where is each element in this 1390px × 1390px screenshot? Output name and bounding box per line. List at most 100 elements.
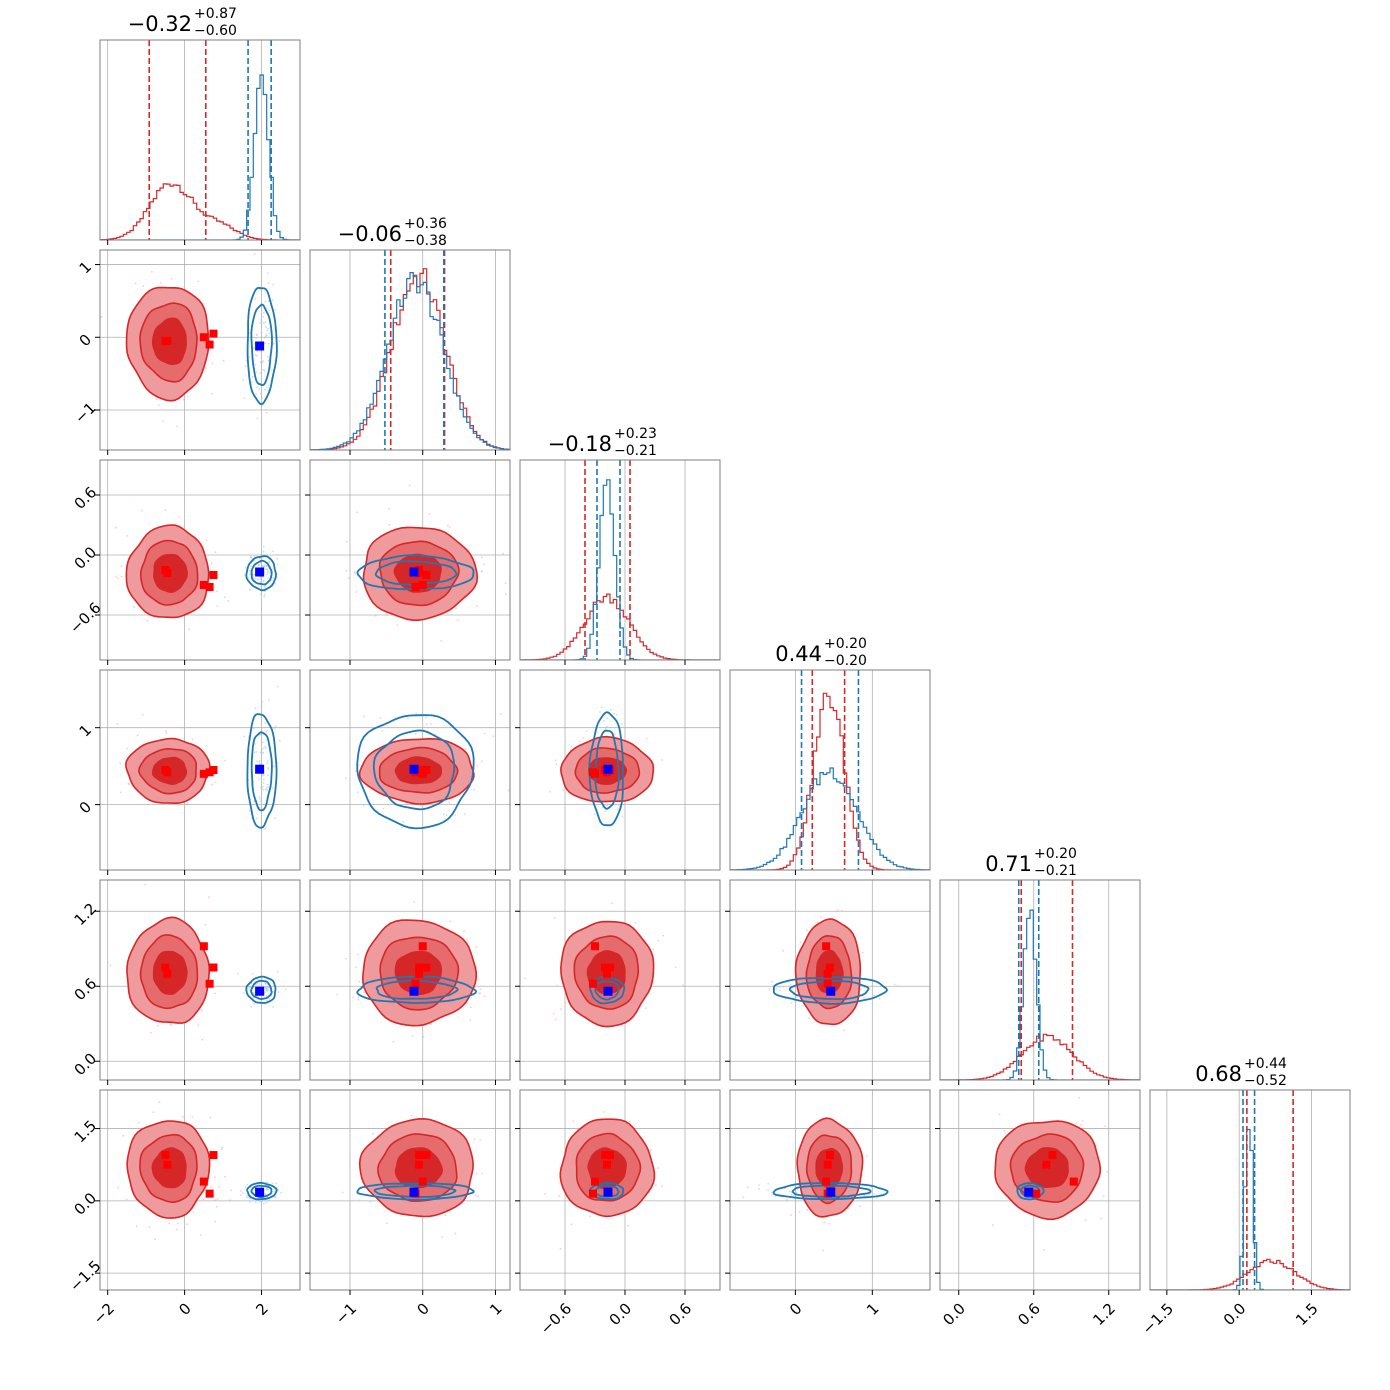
red-sample-point — [1080, 1124, 1082, 1126]
blue-histogram — [1150, 1128, 1350, 1290]
blue-sample-point — [268, 1199, 270, 1202]
red-sample-point — [224, 759, 227, 762]
blue-sample-point — [795, 1191, 798, 1194]
red-sample-point — [220, 1148, 223, 1151]
red-sample-point — [186, 1223, 188, 1226]
red-sample-point — [186, 395, 189, 398]
red-sample-point — [789, 1214, 792, 1216]
red-sample-point — [181, 726, 183, 729]
x-tick-label: 0.0 — [606, 1300, 636, 1330]
red-sample-point — [186, 802, 189, 805]
red-sample-point — [463, 930, 465, 933]
red-sample-point — [392, 1040, 395, 1043]
blue-marker — [255, 341, 265, 351]
blue-marker — [409, 567, 419, 577]
contour-panel-4-2 — [515, 879, 721, 1085]
red-sample-point — [411, 1035, 414, 1037]
blue-sample-point — [266, 987, 269, 990]
blue-sample-point — [266, 272, 269, 275]
blue-contour — [788, 979, 870, 1000]
blue-contour — [356, 714, 475, 830]
red-sample-point — [440, 640, 443, 642]
blue-sample-point — [345, 569, 348, 572]
blue-sample-point — [262, 369, 265, 371]
blue-sample-point — [606, 804, 609, 807]
contour-panel-3-0: 01 — [76, 669, 301, 875]
red-marker — [601, 963, 609, 972]
red-sample-point — [430, 723, 432, 725]
red-sample-point — [215, 1205, 218, 1208]
blue-sample-point — [264, 987, 267, 990]
blue-sample-point — [241, 1192, 244, 1195]
red-sample-point — [146, 619, 149, 622]
red-sample-point — [828, 1222, 831, 1225]
blue-sample-point — [604, 727, 607, 730]
blue-sample-point — [407, 717, 409, 720]
red-sample-point — [475, 1172, 478, 1175]
red-sample-point — [819, 916, 822, 918]
blue-sample-point — [893, 983, 896, 986]
red-sample-point — [661, 1185, 663, 1187]
blue-sample-point — [358, 1199, 361, 1202]
blue-sample-point — [260, 593, 262, 596]
red-sample-point — [211, 392, 213, 395]
blue-sample-point — [263, 1202, 265, 1204]
red-sample-point — [204, 923, 207, 926]
contour-panel-5-0: −2 0 2 −1.5 0.0 1.5 — [66, 1089, 301, 1328]
red-sample-point — [151, 271, 153, 273]
blue-sample-point — [263, 774, 265, 777]
blue-sample-point — [775, 987, 778, 990]
blue-sample-point — [268, 699, 270, 702]
title-plus: +0.20 — [1034, 846, 1077, 862]
y-tick-label: −0.6 — [66, 599, 104, 637]
blue-sample-point — [250, 565, 252, 568]
blue-sample-point — [616, 808, 619, 810]
red-sample-point — [211, 783, 214, 786]
red-marker — [205, 1189, 214, 1198]
red-sample-point — [662, 934, 665, 937]
blue-sample-point — [254, 353, 257, 356]
blue-sample-point — [276, 563, 279, 566]
red-sample-point — [100, 316, 103, 318]
red-sample-point — [786, 1198, 788, 1201]
panel-frame — [309, 669, 511, 871]
red-sample-point — [139, 1127, 142, 1130]
red-sample-point — [449, 920, 452, 923]
panel-frame — [99, 669, 301, 871]
blue-contour — [250, 1184, 273, 1198]
red-sample-point — [201, 1038, 204, 1041]
red-marker — [199, 333, 208, 342]
red-marker — [163, 569, 172, 577]
red-marker — [418, 581, 427, 589]
red-sample-point — [413, 901, 416, 903]
red-marker — [161, 963, 170, 972]
blue-sample-point — [355, 591, 358, 593]
blue-sample-point — [379, 717, 382, 719]
red-sample-point — [652, 948, 655, 951]
blue-sample-point — [771, 1194, 773, 1196]
blue-sample-point — [274, 817, 276, 820]
red-marker — [1042, 1160, 1051, 1169]
blue-sample-point — [246, 1195, 249, 1197]
blue-sample-point — [255, 393, 257, 395]
blue-sample-point — [341, 1191, 344, 1194]
red-sample-point — [816, 921, 819, 924]
panel-frame — [309, 879, 511, 1081]
red-sample-point — [504, 593, 507, 596]
x-tick-label: −0.6 — [537, 1300, 575, 1338]
blue-sample-point — [262, 311, 265, 314]
red-sample-point — [208, 896, 210, 899]
red-sample-point — [154, 1238, 156, 1241]
blue-sample-point — [272, 550, 274, 553]
red-sample-point — [805, 929, 808, 932]
red-sample-point — [158, 1101, 161, 1104]
title-median: 0.68 — [1195, 1062, 1242, 1086]
panel-frame — [729, 669, 931, 871]
red-sample-point — [629, 1120, 631, 1123]
blue-sample-point — [239, 1190, 242, 1192]
blue-sample-point — [263, 565, 266, 568]
blue-sample-point — [259, 581, 262, 584]
title-median: −0.32 — [128, 12, 192, 36]
red-histogram — [1150, 1258, 1350, 1290]
red-sample-point — [649, 1149, 652, 1152]
